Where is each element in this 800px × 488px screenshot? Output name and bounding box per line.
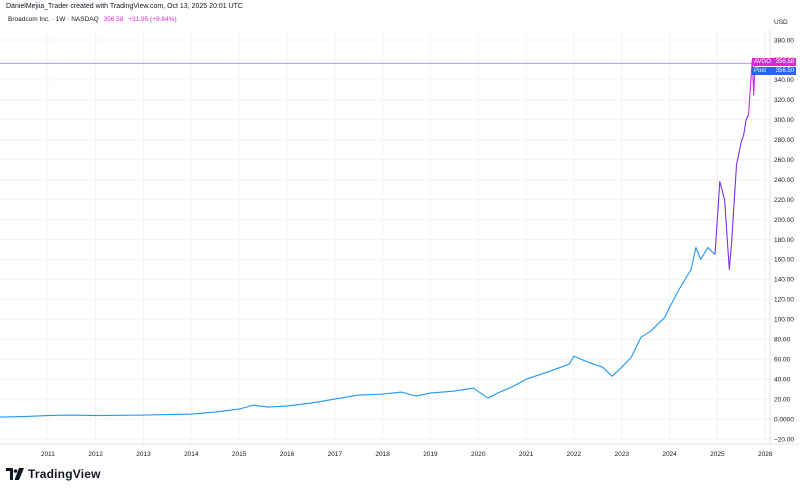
tradingview-logo-icon xyxy=(6,468,24,480)
tradingview-brand: TradingView xyxy=(28,467,101,481)
y-tick-label: 380.00 xyxy=(774,37,794,44)
series-line-2 xyxy=(714,114,749,270)
series-line-1 xyxy=(0,246,716,418)
last-price-tag-label: AVGO xyxy=(754,59,771,66)
y-tick-label: 340.00 xyxy=(774,77,794,84)
last-price-tag-value: 356.58 xyxy=(775,59,794,66)
y-tick-label: 140.00 xyxy=(774,277,794,284)
y-tick-label: 220.00 xyxy=(774,197,794,204)
y-tick-label: 180.00 xyxy=(774,237,794,244)
post-price-tag-label: Post xyxy=(754,68,767,75)
x-tick-label: 2012 xyxy=(88,451,103,458)
x-tick-label: 2020 xyxy=(471,451,486,458)
last-price-tag: AVGO 356.58 xyxy=(752,58,796,67)
x-tick-label: 2015 xyxy=(232,451,247,458)
y-tick-label: 160.00 xyxy=(774,257,794,264)
y-tick-label: 60.00 xyxy=(774,357,791,364)
x-axis: 2011 2012 2013 2014 2015 2016 2017 2018 2019 2020… xyxy=(41,451,773,458)
x-tick-label: 2016 xyxy=(280,451,295,458)
chart-grid xyxy=(0,30,770,444)
x-tick-label: 2025 xyxy=(710,451,725,458)
y-axis-unit-label: USD xyxy=(774,19,788,26)
y-tick-label: 200.00 xyxy=(774,217,794,224)
x-tick-label: 2018 xyxy=(375,451,390,458)
x-tick-label: 2026 xyxy=(758,451,773,458)
y-axis: 380.00360.00340.00320.00300.00280.00260.… xyxy=(774,37,794,443)
y-tick-label: 120.00 xyxy=(774,297,794,304)
last-price: 356.58 xyxy=(103,16,124,23)
price-series xyxy=(0,59,758,418)
y-tick-label: 280.00 xyxy=(774,137,794,144)
x-tick-label: 2013 xyxy=(136,451,151,458)
x-tick-label: 2024 xyxy=(662,451,677,458)
y-tick-label: 20.00 xyxy=(774,396,791,403)
symbol-legend: Broadcom Inc. · 1W · NASDAQ 356.58 +31.9… xyxy=(8,16,177,23)
post-price-tag: Post 356.50 xyxy=(752,67,796,76)
y-tick-label: 0.0000 xyxy=(774,416,794,423)
x-tick-label: 2019 xyxy=(423,451,438,458)
y-tick-label: 80.00 xyxy=(774,337,791,344)
post-price-tag-value: 356.50 xyxy=(775,68,794,75)
x-tick-label: 2023 xyxy=(615,451,630,458)
tradingview-footer[interactable]: TradingView xyxy=(6,467,101,481)
y-tick-label: 240.00 xyxy=(774,177,794,184)
y-tick-label: −20.00 xyxy=(774,436,794,443)
x-tick-label: 2011 xyxy=(41,451,55,458)
x-tick-label: 2022 xyxy=(567,451,582,458)
y-tick-label: 40.00 xyxy=(774,376,791,383)
y-tick-label: 300.00 xyxy=(774,117,794,124)
y-tick-label: 260.00 xyxy=(774,157,794,164)
x-tick-label: 2021 xyxy=(519,451,534,458)
y-tick-label: 320.00 xyxy=(774,97,794,104)
chart-caption: DanielMejiia_Trader created with Trading… xyxy=(6,3,243,10)
price-change: +31.95 (+9.84%) xyxy=(128,16,177,23)
symbol-description: Broadcom Inc. · 1W · NASDAQ xyxy=(8,16,99,23)
y-tick-label: 100.00 xyxy=(774,317,794,324)
x-tick-label: 2017 xyxy=(328,451,343,458)
x-tick-label: 2014 xyxy=(184,451,199,458)
